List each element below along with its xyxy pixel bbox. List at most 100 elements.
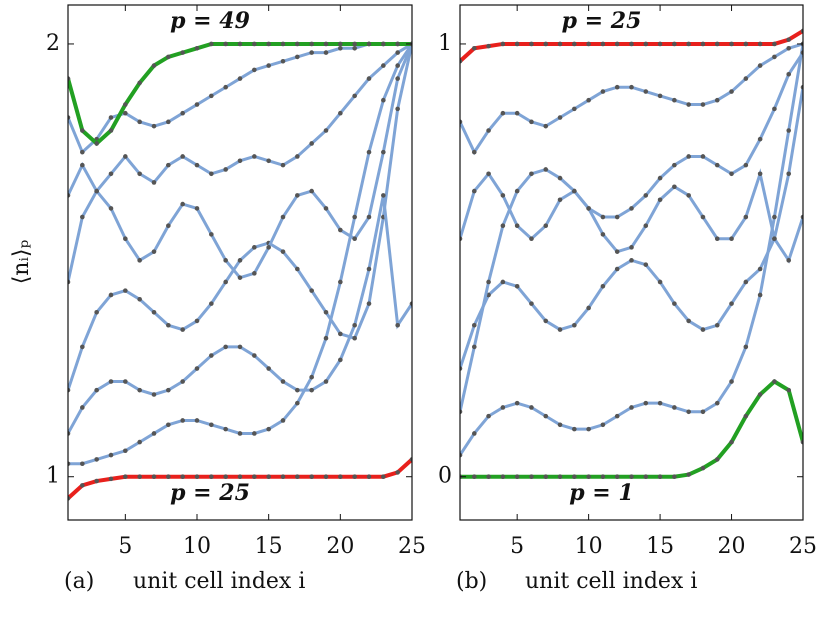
data-point <box>757 63 763 68</box>
data-point <box>352 236 357 241</box>
data-point <box>137 474 142 480</box>
x-tick-label: 25 <box>789 534 817 559</box>
data-point <box>471 474 477 480</box>
data-point <box>80 128 85 133</box>
data-point <box>237 41 243 47</box>
data-point <box>381 193 386 198</box>
data-point <box>786 71 792 77</box>
data-point <box>266 426 271 432</box>
data-point <box>108 292 114 298</box>
data-point <box>572 41 577 47</box>
data-point <box>123 288 128 293</box>
data-point <box>323 41 329 47</box>
data-point <box>686 409 691 415</box>
data-point <box>600 232 606 237</box>
data-point <box>194 318 200 324</box>
data-point <box>786 387 792 393</box>
data-point <box>586 206 591 211</box>
data-point <box>338 110 343 116</box>
data-point <box>94 141 99 146</box>
data-point <box>381 474 386 480</box>
data-point <box>123 154 128 159</box>
data-point <box>209 171 214 177</box>
data-point <box>643 193 649 198</box>
data-point <box>786 128 792 133</box>
data-point <box>500 405 506 410</box>
data-point <box>80 344 85 350</box>
data-point <box>672 301 677 306</box>
data-point <box>500 223 506 229</box>
data-point <box>280 379 286 384</box>
data-point <box>309 374 314 380</box>
series-line <box>68 42 412 197</box>
data-point <box>772 106 777 112</box>
data-point <box>323 335 329 341</box>
data-point <box>586 97 591 103</box>
data-point <box>529 171 534 177</box>
data-point <box>123 102 128 107</box>
data-point <box>672 41 677 47</box>
data-point <box>543 413 549 419</box>
data-point <box>572 426 577 432</box>
data-point <box>543 167 549 172</box>
data-point <box>657 400 663 406</box>
data-point <box>194 474 200 480</box>
data-point <box>700 41 706 47</box>
data-point <box>166 422 171 428</box>
data-point <box>743 214 749 220</box>
data-point <box>643 41 649 47</box>
annotation: p = 25 <box>562 8 642 34</box>
data-point <box>714 236 720 241</box>
data-point <box>743 279 749 285</box>
data-point <box>123 448 128 454</box>
data-point <box>700 465 706 471</box>
data-point <box>352 93 357 99</box>
data-point <box>772 54 777 60</box>
data-point <box>772 379 777 384</box>
data-point <box>614 214 620 220</box>
data-point <box>137 80 142 86</box>
data-point <box>743 344 749 350</box>
data-point <box>137 439 142 445</box>
x-tick-label: 10 <box>183 534 211 559</box>
data-point <box>266 474 271 480</box>
data-point <box>657 175 663 181</box>
data-point <box>366 474 372 480</box>
data-point <box>743 162 749 168</box>
data-point <box>94 387 99 393</box>
data-point <box>209 474 214 480</box>
data-point <box>500 474 506 480</box>
data-point <box>514 284 520 289</box>
data-point <box>137 171 142 177</box>
data-point <box>223 258 228 263</box>
data-point <box>600 41 606 47</box>
data-point <box>514 41 520 47</box>
data-point <box>714 322 720 328</box>
data-point <box>352 335 357 341</box>
data-point <box>586 474 591 480</box>
data-point <box>395 63 400 68</box>
data-point <box>486 171 491 177</box>
data-point <box>80 405 85 410</box>
data-point <box>237 258 243 263</box>
data-point <box>166 322 171 328</box>
data-point <box>757 136 763 142</box>
series-line <box>68 42 412 155</box>
data-point <box>252 431 257 436</box>
data-point <box>352 322 357 328</box>
data-point <box>80 162 85 168</box>
data-point <box>672 405 677 410</box>
data-point <box>151 431 157 436</box>
data-point <box>529 405 534 410</box>
data-point <box>309 288 314 293</box>
data-point <box>94 309 99 315</box>
y-tick-label: 0 <box>438 464 452 489</box>
data-point <box>381 41 386 47</box>
data-point <box>94 188 99 194</box>
data-point <box>629 474 634 480</box>
data-point <box>395 470 400 475</box>
data-point <box>266 41 271 47</box>
data-point <box>223 41 228 47</box>
data-point <box>381 97 386 103</box>
data-point <box>614 249 620 254</box>
